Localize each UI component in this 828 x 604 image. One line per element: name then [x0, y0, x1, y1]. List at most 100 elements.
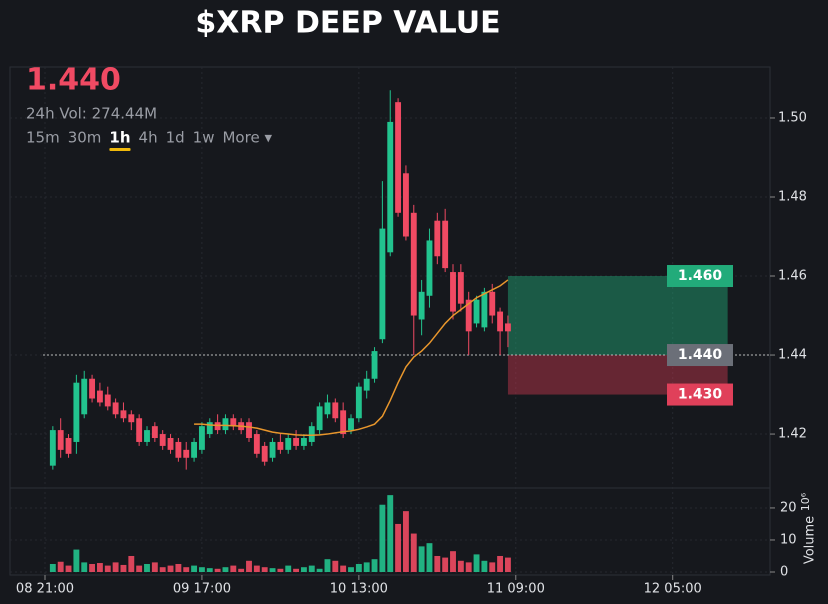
volume-bar — [434, 555, 441, 572]
volume-bar — [497, 555, 504, 572]
price-tag — [667, 265, 733, 288]
candle-body — [112, 402, 119, 415]
candle-body — [222, 418, 229, 431]
volume-bar — [465, 562, 472, 572]
candle-body — [159, 434, 166, 446]
candle-body — [308, 426, 315, 442]
volume-bar — [238, 568, 245, 572]
candle-body — [269, 441, 276, 458]
y-tick-label: 1.50 — [778, 110, 807, 125]
volume-bar — [136, 565, 143, 572]
timeframe-button[interactable]: 1w — [193, 129, 215, 147]
volume-bar — [316, 568, 323, 572]
volume-bar — [410, 533, 417, 572]
candle-body — [363, 378, 370, 391]
candle-body — [410, 212, 417, 316]
volume-bar — [89, 563, 96, 572]
volume-bar — [395, 523, 402, 572]
candle-body — [293, 438, 300, 446]
x-tick-label: 11 09:00 — [487, 582, 545, 597]
x-tick-label: 08 21:00 — [16, 582, 74, 597]
candle-body — [191, 441, 198, 458]
volume-bar — [379, 504, 386, 572]
timeframe-button[interactable]: 4h — [139, 129, 158, 147]
candle-body — [402, 173, 409, 237]
candle-body — [89, 378, 96, 399]
timeframe-button[interactable]: 1h — [109, 129, 130, 147]
volume-axis-unit: 10⁶ — [799, 492, 812, 511]
candle-body — [57, 430, 64, 450]
volume-bar — [402, 511, 409, 572]
candle-body — [348, 418, 354, 431]
candle-body — [371, 351, 378, 379]
volume-bar — [293, 568, 300, 572]
volume-bar — [261, 567, 268, 572]
candle-body — [450, 272, 456, 312]
price-tag — [667, 344, 733, 367]
current-price: 1.440 — [26, 63, 121, 98]
candle-body — [324, 402, 331, 415]
candle-body — [120, 410, 127, 419]
volume-bar — [363, 562, 370, 572]
volume-bar — [65, 565, 72, 572]
x-tick-label: 10 13:00 — [330, 582, 388, 597]
y-tick-label: 1.44 — [778, 348, 807, 363]
moving-average — [194, 279, 509, 436]
candle-body — [465, 299, 472, 332]
volume-bar — [269, 568, 276, 572]
candle-body — [144, 430, 150, 442]
candle-body — [136, 418, 143, 442]
candle-body — [489, 291, 496, 316]
candle-body — [183, 449, 190, 458]
timeframe-button[interactable]: 1d — [166, 129, 185, 147]
candle-body — [481, 291, 488, 328]
price-tag-label: 1.460 — [678, 268, 723, 284]
candle-body — [198, 426, 205, 450]
y-tick-label: 1.42 — [778, 427, 807, 442]
candle-body — [167, 438, 174, 450]
volume-bar — [144, 563, 150, 572]
y-tick-label: 1.48 — [778, 189, 807, 204]
volume-bar — [73, 549, 80, 572]
volume-bar — [308, 565, 315, 572]
candle-body — [81, 378, 88, 415]
candle-body — [230, 418, 237, 427]
volume-bar — [230, 565, 237, 572]
volume-bar — [473, 554, 480, 572]
candle-body — [104, 394, 111, 407]
volume-bar — [418, 546, 425, 572]
timeframe-button[interactable]: 30m — [68, 129, 102, 147]
volume-bar — [489, 562, 496, 572]
volume-bar — [457, 560, 464, 572]
timeframe-button[interactable]: More ▾ — [222, 129, 272, 147]
volume-bar — [371, 559, 378, 572]
volume-bar — [332, 560, 339, 572]
candle-body — [497, 311, 504, 332]
y-tick-label: 10 — [780, 532, 797, 547]
volume-bar — [277, 568, 284, 572]
x-tick-label: 12 05:00 — [644, 582, 702, 597]
price-tag — [667, 383, 733, 406]
candle-body — [214, 422, 221, 431]
volume-bar — [246, 560, 252, 572]
target-zone — [507, 276, 728, 356]
volume-bar — [57, 561, 64, 572]
candle-body — [300, 438, 307, 446]
volume-bar — [450, 551, 456, 572]
volume-bar — [355, 563, 362, 572]
overlay: 1.440 24h Vol: 274.44M 15m 30m 1h 4h 1d 1w Mor… — [26, 63, 733, 406]
volume-bar — [285, 565, 292, 572]
candle-body — [253, 434, 260, 454]
candle-body — [285, 438, 292, 450]
volume-bar — [387, 495, 394, 572]
volume-bar — [253, 565, 260, 572]
candle-body — [379, 228, 386, 340]
volume-bar — [426, 543, 433, 572]
y-tick-label: 0 — [780, 565, 788, 580]
volume-bar — [49, 563, 56, 572]
plot-frame — [9, 66, 771, 576]
volume-bar — [81, 562, 88, 572]
timeframe-button[interactable]: 15m — [26, 129, 60, 147]
volume-bar — [442, 557, 449, 572]
